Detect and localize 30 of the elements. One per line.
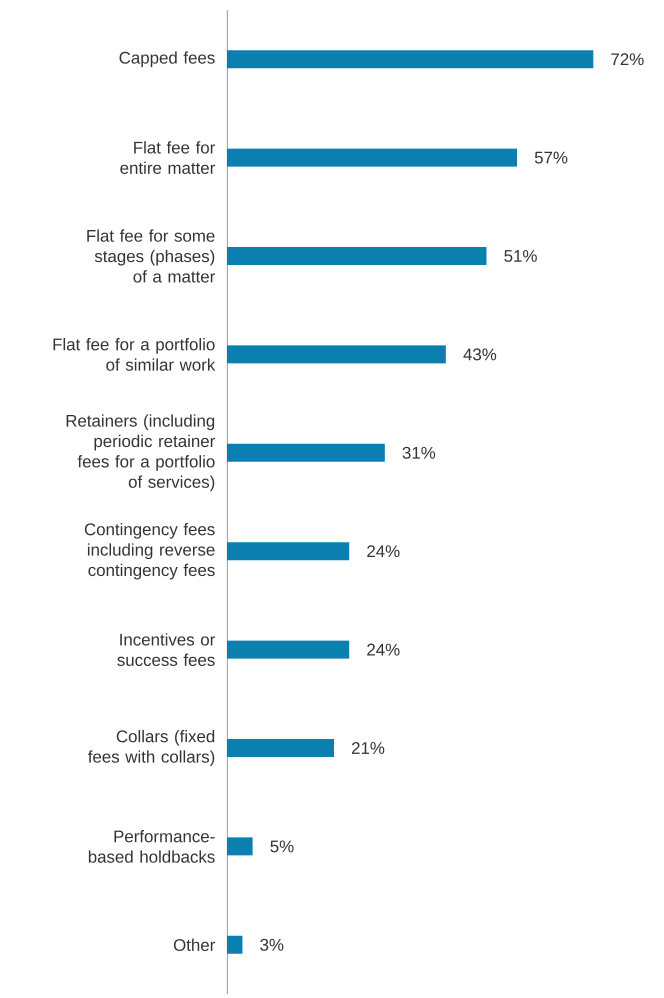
bar bbox=[227, 148, 518, 167]
data-label: 57% bbox=[534, 152, 568, 164]
bar bbox=[227, 739, 334, 758]
bar bbox=[227, 50, 594, 68]
data-label: 3% bbox=[260, 938, 284, 951]
bar bbox=[227, 936, 242, 954]
data-label: 5% bbox=[270, 840, 294, 852]
y-tick-label: Incentives or success fees bbox=[117, 633, 215, 666]
y-tick-label: Flat fee for some stages (phases) of a matter bbox=[87, 229, 215, 283]
y-tick-label: Capped fees bbox=[120, 51, 215, 68]
data-label: 24% bbox=[367, 545, 400, 558]
data-label: 21% bbox=[352, 742, 384, 754]
data-label: 31% bbox=[402, 446, 436, 459]
bar bbox=[227, 542, 350, 560]
data-label: 43% bbox=[463, 348, 496, 360]
y-tick-label: Performance-based holdbacks bbox=[88, 830, 215, 863]
y-tick-label: Flat fee for a portfolio of similar work bbox=[54, 338, 216, 371]
data-label: 72% bbox=[611, 53, 644, 66]
y-tick-label: Contingency fees including reverse contingency fees bbox=[84, 522, 215, 580]
y-tick-label: Other bbox=[174, 938, 216, 951]
bar bbox=[227, 444, 385, 462]
bar bbox=[227, 837, 253, 856]
bar bbox=[227, 640, 350, 659]
y-tick-label: Retainers (including periodic retainer fees for a portfolio of services) bbox=[66, 414, 215, 492]
bar bbox=[227, 247, 487, 265]
data-label: 51% bbox=[504, 250, 537, 262]
y-tick-label: Flat fee for entire matter bbox=[120, 141, 215, 174]
bar bbox=[227, 345, 446, 364]
y-tick-label: Collars (fixed fees with collars) bbox=[88, 730, 214, 766]
data-label: 24% bbox=[367, 644, 400, 656]
